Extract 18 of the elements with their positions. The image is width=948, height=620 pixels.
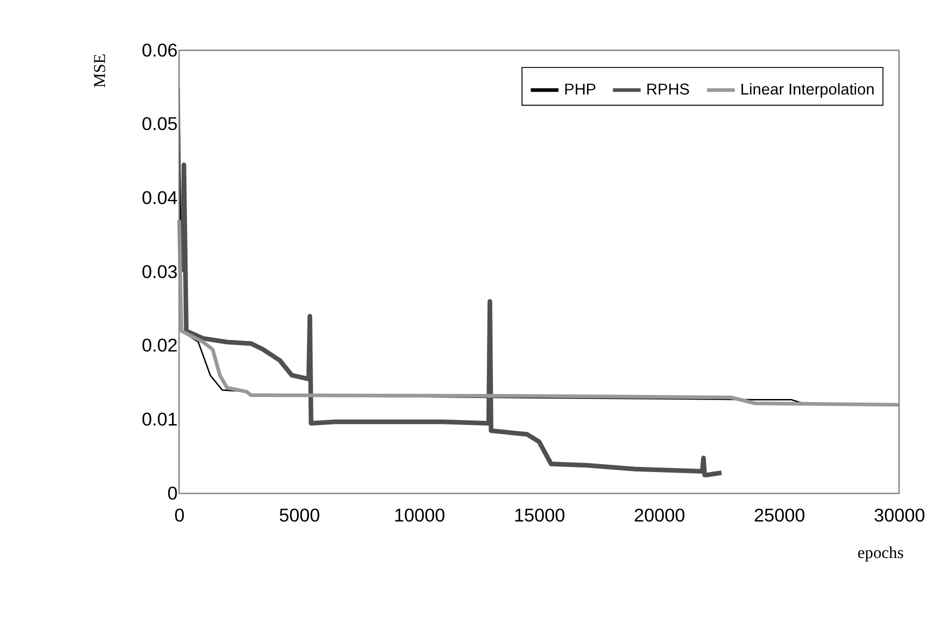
x-tick-label: 15000: [514, 504, 566, 526]
legend-label: RPHS: [646, 82, 690, 99]
x-axis-title: epochs: [858, 543, 904, 562]
y-tick-label: 0.01: [142, 408, 178, 430]
x-tick-label: 25000: [754, 504, 806, 526]
x-tick-label: 30000: [874, 504, 926, 526]
legend-label: Linear Interpolation: [740, 82, 875, 99]
y-tick-label: 0: [167, 482, 178, 504]
x-tick-label: 5000: [279, 504, 320, 526]
y-axis-title: MSE: [90, 54, 110, 88]
y-tick-label: 0.03: [142, 260, 178, 282]
x-tick-label: 20000: [634, 504, 686, 526]
legend-label: PHP: [564, 82, 596, 99]
y-tick-label: 0.04: [142, 187, 178, 208]
y-tick-label: 0.06: [142, 39, 178, 60]
y-tick-label: 0.02: [142, 334, 178, 356]
y-tick-label: 0.05: [142, 113, 178, 134]
x-tick-label: 10000: [394, 504, 446, 526]
